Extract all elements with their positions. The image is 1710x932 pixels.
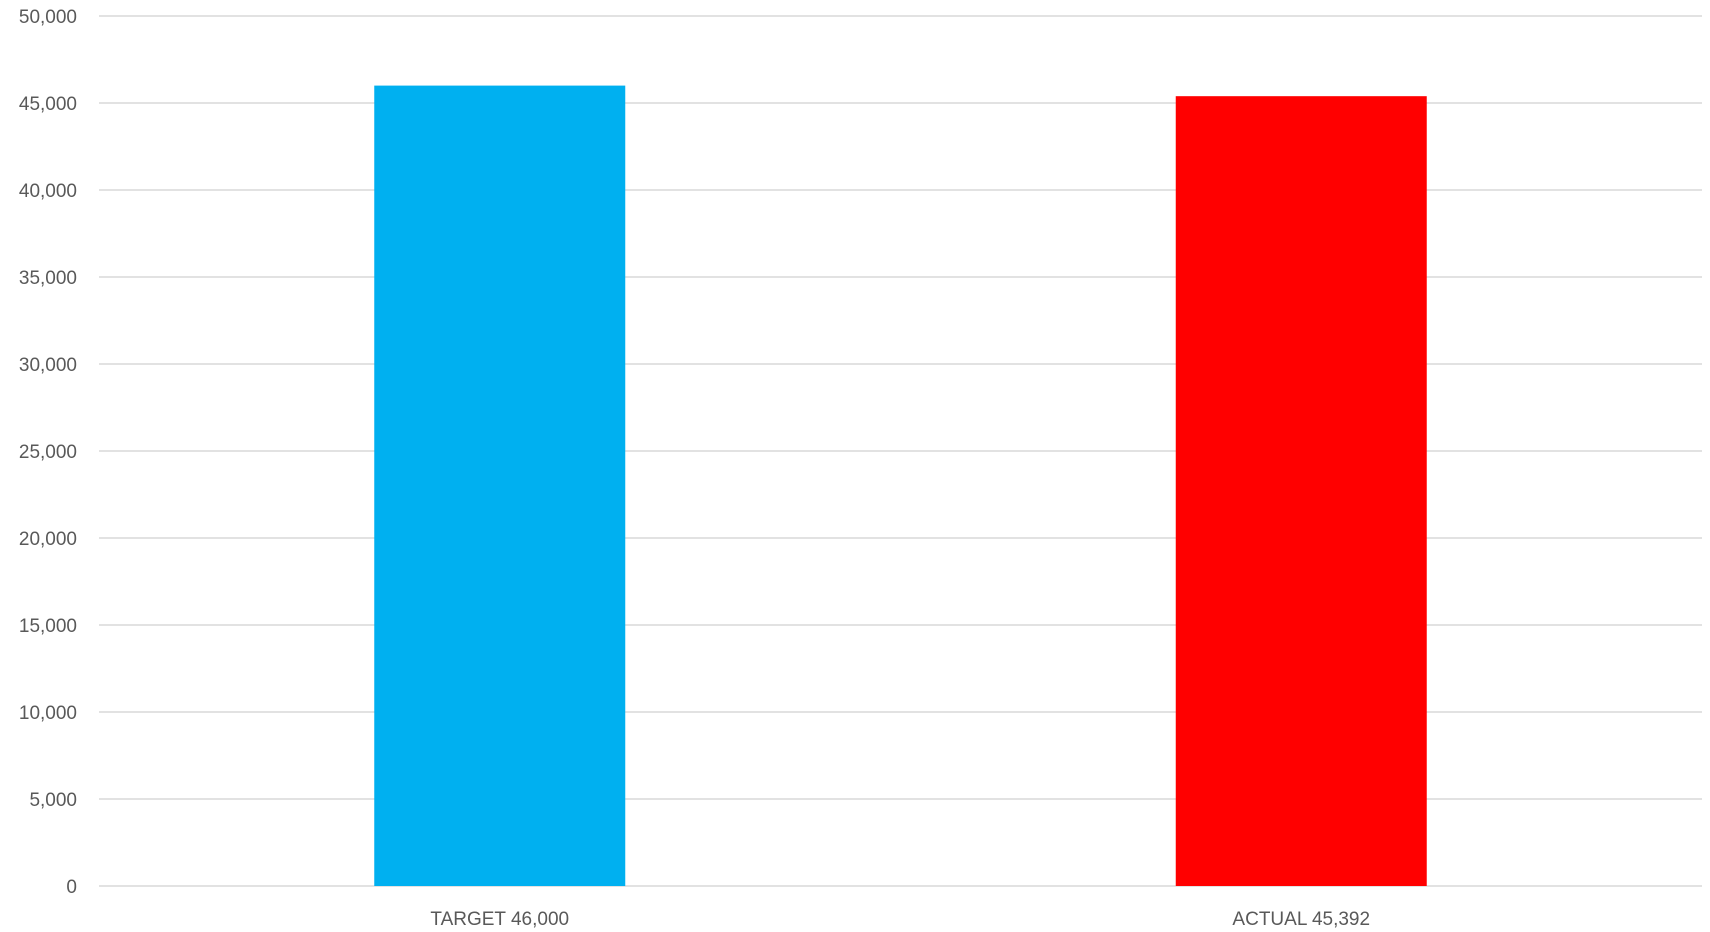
y-tick-label: 0 [66, 877, 77, 898]
bars [374, 85, 1427, 887]
y-tick-label: 45,000 [19, 94, 77, 115]
y-tick-label: 20,000 [19, 529, 77, 550]
bar [1175, 96, 1427, 886]
y-tick-label: 25,000 [19, 442, 77, 463]
y-tick-label: 50,000 [19, 7, 77, 28]
y-tick-label: 5,000 [29, 790, 77, 811]
x-category-label: ACTUAL 45,392 [1232, 909, 1370, 930]
bar [374, 85, 626, 887]
x-category-label: TARGET 46,000 [430, 909, 569, 930]
gridlines [99, 15, 1702, 887]
y-tick-label: 30,000 [19, 355, 77, 376]
y-tick-label: 35,000 [19, 268, 77, 289]
x-axis-category-labels: TARGET 46,000 ACTUAL 45,392 [430, 909, 1370, 930]
y-tick-label: 10,000 [19, 703, 77, 724]
y-axis-tick-labels: 0 5,000 10,000 15,000 20,000 25,000 30,000 35,0… [19, 7, 77, 898]
y-tick-label: 40,000 [19, 181, 77, 202]
y-tick-label: 15,000 [19, 616, 77, 637]
